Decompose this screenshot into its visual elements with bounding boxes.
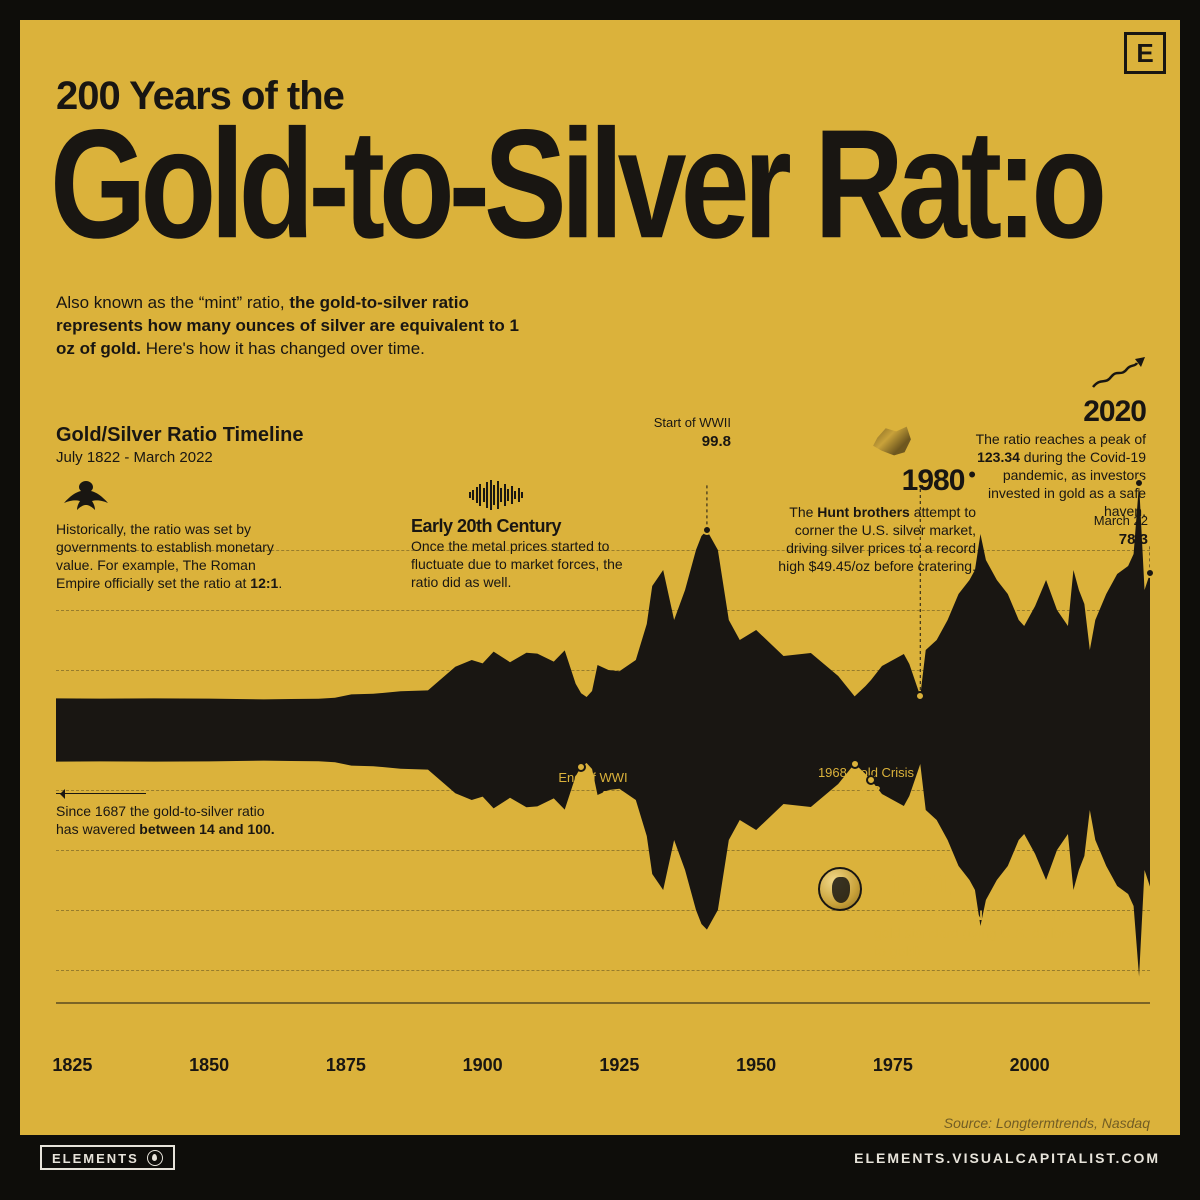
anno-ww1-label: End of WWI bbox=[543, 770, 643, 787]
brand-corner-icon: E bbox=[1124, 32, 1166, 74]
footer-brand: ELEMENTS bbox=[40, 1145, 175, 1170]
anno-early20: Early 20th Century Once the metal prices… bbox=[411, 515, 641, 592]
anno-2020-pre: The ratio reaches a peak of bbox=[976, 431, 1146, 447]
subtitle-post: Here's how it has changed over time. bbox=[141, 339, 425, 358]
flame-icon bbox=[147, 1150, 163, 1166]
anno-2020: 2020 The ratio reaches a peak of 123.34 … bbox=[961, 393, 1146, 521]
anno-ww1: End of WWI 18.4 bbox=[543, 770, 643, 806]
anno-mar22-value: 78.3 bbox=[1086, 530, 1148, 549]
anno-historical-text: Historically, the ratio was set by gover… bbox=[56, 521, 274, 591]
anno-1971-year: 1971 bbox=[888, 867, 951, 905]
anno-2020-year: 2020 bbox=[961, 393, 1146, 431]
anno-1980-year: 1980 bbox=[902, 462, 965, 500]
anno-1971: • 1971 U.S. President Nixon ends the gol… bbox=[874, 867, 1074, 961]
ratio-chart: 18251850187519001925195019752000 Histori… bbox=[56, 485, 1150, 1055]
nixon-coin-icon bbox=[818, 867, 862, 911]
anno-1980-pre: The bbox=[789, 504, 817, 520]
timeline-range: July 1822 - March 2022 bbox=[56, 449, 303, 466]
anno-since1687: Since 1687 the gold-to-silver ratio has … bbox=[56, 803, 286, 839]
anno-historical-post: . bbox=[278, 575, 282, 591]
source-note: Source: Longtermtrends, Nasdaq bbox=[944, 1115, 1150, 1131]
anno-2020-bold: 123.34 bbox=[977, 449, 1020, 465]
anno-mar22-label: March 22 bbox=[1086, 513, 1148, 530]
soundwave-icon bbox=[456, 479, 536, 511]
main-title: Gold-to-Silver Rat:o bbox=[50, 96, 1101, 274]
anno-goldcrisis-value: 16.8 bbox=[801, 782, 931, 801]
footer-bar: ELEMENTS ELEMENTS.VISUALCAPITALIST.COM bbox=[20, 1135, 1180, 1180]
timeline-heading: Gold/Silver Ratio Timeline July 1822 - M… bbox=[56, 424, 303, 466]
anno-historical: Historically, the ratio was set by gover… bbox=[56, 521, 286, 593]
anno-ww2: Start of WWII 99.8 bbox=[621, 415, 731, 451]
anno-since1687-bold: between 14 and 100. bbox=[139, 821, 274, 837]
anno-1971-bold: U.S. President Nixon bbox=[874, 907, 1012, 923]
arrow-left-icon bbox=[56, 793, 146, 794]
anno-ww1-value: 18.4 bbox=[543, 787, 643, 806]
timeline-title: Gold/Silver Ratio Timeline bbox=[56, 424, 303, 447]
subtitle-pre: Also known as the “mint” ratio, bbox=[56, 293, 289, 312]
anno-1980-bold: Hunt brothers bbox=[817, 504, 910, 520]
anno-mar22: March 22 78.3 bbox=[1086, 513, 1148, 549]
subtitle: Also known as the “mint” ratio, the gold… bbox=[56, 292, 526, 361]
footer-brand-name: ELEMENTS bbox=[52, 1151, 139, 1166]
anno-ww2-label: Start of WWII bbox=[621, 415, 731, 432]
infographic-canvas: E 200 Years of the Gold-to-Silver Rat:o … bbox=[20, 20, 1180, 1135]
anno-early20-title: Early 20th Century bbox=[411, 515, 641, 538]
anno-early20-body: Once the metal prices started to fluctua… bbox=[411, 538, 641, 592]
anno-historical-bold: 12:1 bbox=[250, 575, 278, 591]
gold-nugget-icon bbox=[871, 425, 913, 457]
eagle-icon bbox=[58, 475, 114, 515]
footer-url: ELEMENTS.VISUALCAPITALIST.COM bbox=[854, 1150, 1160, 1166]
anno-ww2-value: 99.8 bbox=[621, 432, 731, 451]
anno-1980: 1980 • The Hunt brothers attempt to corn… bbox=[776, 461, 976, 576]
